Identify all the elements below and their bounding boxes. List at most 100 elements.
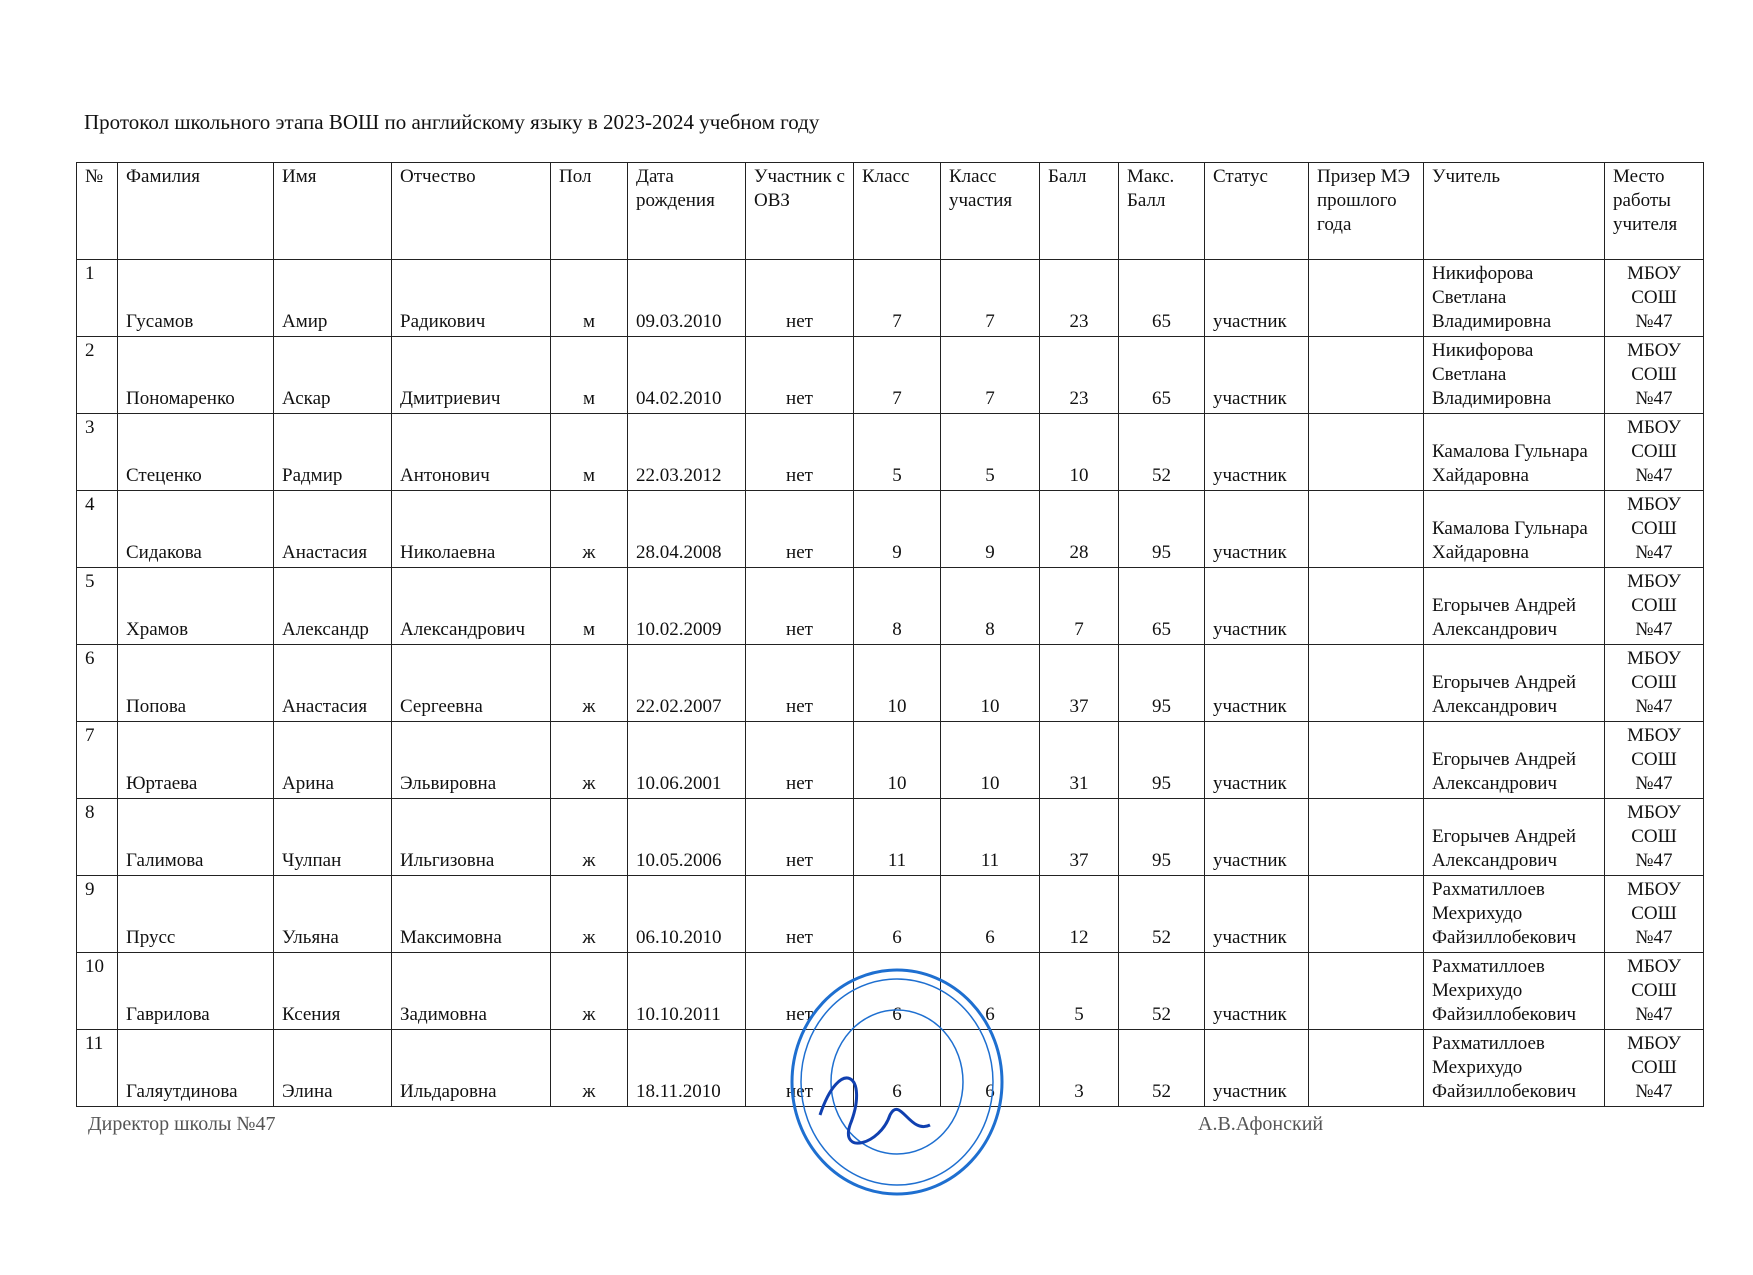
cell-ovz: нет — [745, 875, 854, 953]
cell-sex: ж — [550, 490, 628, 568]
table-row: 9 Прусс Ульяна Максимовна ж 06.10.2010 нет 6 6 12… — [76, 875, 1704, 953]
cell-grade-part: 9 — [940, 490, 1040, 568]
cell-n: 6 — [76, 644, 118, 722]
cell-max: 65 — [1118, 259, 1205, 337]
cell-sex: ж — [550, 952, 628, 1030]
column-header: Место работы учителя — [1604, 162, 1704, 260]
cell-grade-part: 5 — [940, 413, 1040, 491]
cell-dob: 04.02.2010 — [627, 336, 746, 414]
table-row: 7 Юртаева Арина Эльвировна ж 10.06.2001 нет 10 1… — [76, 721, 1704, 799]
cell-n: 4 — [76, 490, 118, 568]
cell-teacher: Рахматиллоев Мехрихудо Файзиллобекович — [1423, 875, 1605, 953]
cell-middle: Дмитриевич — [391, 336, 551, 414]
cell-grade: 10 — [853, 644, 941, 722]
cell-sex: м — [550, 413, 628, 491]
column-header: Отчество — [391, 162, 551, 260]
cell-score: 5 — [1039, 952, 1119, 1030]
cell-teacher: Рахматиллоев Мехрихудо Файзиллобекович — [1423, 952, 1605, 1030]
cell-status: участник — [1204, 413, 1309, 491]
table-row: 6 Попова Анастасия Сергеевна ж 22.02.2007 нет 1… — [76, 644, 1704, 722]
cell-first: Чулпан — [273, 798, 392, 876]
cell-teacher: Егорычев Андрей Александрович — [1423, 644, 1605, 722]
cell-prize — [1308, 644, 1424, 722]
cell-status: участник — [1204, 721, 1309, 799]
cell-first: Арина — [273, 721, 392, 799]
cell-grade-part: 7 — [940, 259, 1040, 337]
cell-n: 9 — [76, 875, 118, 953]
results-table: № Фамилия Имя Отчество Пол Дата рождения Участ… — [76, 162, 1704, 1107]
cell-grade-part: 7 — [940, 336, 1040, 414]
table-row: 1 Гусамов Амир Радикович м 09.03.2010 нет 7 7 23 6… — [76, 259, 1704, 337]
cell-status: участник — [1204, 875, 1309, 953]
cell-status: участник — [1204, 1029, 1309, 1107]
cell-grade-part: 10 — [940, 721, 1040, 799]
cell-grade: 11 — [853, 798, 941, 876]
cell-prize — [1308, 413, 1424, 491]
column-header: Статус — [1204, 162, 1309, 260]
cell-max: 52 — [1118, 1029, 1205, 1107]
cell-prize — [1308, 721, 1424, 799]
column-header: Имя — [273, 162, 392, 260]
cell-grade: 9 — [853, 490, 941, 568]
cell-grade-part: 11 — [940, 798, 1040, 876]
cell-grade: 7 — [853, 259, 941, 337]
cell-n: 5 — [76, 567, 118, 645]
cell-middle: Ильгизовна — [391, 798, 551, 876]
cell-work: МБОУ СОШ №47 — [1604, 644, 1704, 722]
cell-sex: м — [550, 336, 628, 414]
cell-score: 31 — [1039, 721, 1119, 799]
cell-ovz: нет — [745, 336, 854, 414]
cell-max: 65 — [1118, 567, 1205, 645]
cell-status: участник — [1204, 798, 1309, 876]
cell-first: Александр — [273, 567, 392, 645]
cell-middle: Николаевна — [391, 490, 551, 568]
cell-prize — [1308, 952, 1424, 1030]
column-header: № — [76, 162, 118, 260]
cell-middle: Эльвировна — [391, 721, 551, 799]
director-name: А.В.Афонский — [1198, 1113, 1324, 1135]
cell-teacher: Никифорова Светлана Владимировна — [1423, 336, 1605, 414]
cell-n: 10 — [76, 952, 118, 1030]
cell-dob: 22.02.2007 — [627, 644, 746, 722]
cell-grade-part: 10 — [940, 644, 1040, 722]
cell-middle: Радикович — [391, 259, 551, 337]
cell-sex: м — [550, 567, 628, 645]
cell-ovz: нет — [745, 644, 854, 722]
cell-work: МБОУ СОШ №47 — [1604, 952, 1704, 1030]
cell-teacher: Рахматиллоев Мехрихудо Файзиллобекович — [1423, 1029, 1605, 1107]
cell-grade: 10 — [853, 721, 941, 799]
cell-score: 23 — [1039, 259, 1119, 337]
cell-work: МБОУ СОШ №47 — [1604, 413, 1704, 491]
cell-max: 52 — [1118, 875, 1205, 953]
cell-score: 7 — [1039, 567, 1119, 645]
cell-status: участник — [1204, 644, 1309, 722]
cell-score: 23 — [1039, 336, 1119, 414]
column-header: Участник с ОВЗ — [745, 162, 854, 260]
cell-ovz: нет — [745, 798, 854, 876]
cell-grade-part: 6 — [940, 875, 1040, 953]
cell-last: Юртаева — [117, 721, 274, 799]
cell-max: 95 — [1118, 644, 1205, 722]
cell-status: участник — [1204, 259, 1309, 337]
cell-prize — [1308, 875, 1424, 953]
cell-grade-part: 6 — [940, 1029, 1040, 1107]
table-row: 8 Галимова Чулпан Ильгизовна ж 10.05.2006 нет 1… — [76, 798, 1704, 876]
column-header: Класс — [853, 162, 941, 260]
cell-score: 12 — [1039, 875, 1119, 953]
cell-last: Галимова — [117, 798, 274, 876]
column-header: Пол — [550, 162, 628, 260]
cell-n: 11 — [76, 1029, 118, 1107]
column-header: Макс. Балл — [1118, 162, 1205, 260]
cell-status: участник — [1204, 952, 1309, 1030]
cell-work: МБОУ СОШ №47 — [1604, 798, 1704, 876]
cell-work: МБОУ СОШ №47 — [1604, 1029, 1704, 1107]
cell-sex: м — [550, 259, 628, 337]
cell-max: 52 — [1118, 413, 1205, 491]
cell-n: 7 — [76, 721, 118, 799]
cell-prize — [1308, 490, 1424, 568]
cell-score: 3 — [1039, 1029, 1119, 1107]
cell-middle: Максимовна — [391, 875, 551, 953]
cell-n: 2 — [76, 336, 118, 414]
cell-sex: ж — [550, 798, 628, 876]
cell-first: Ксения — [273, 952, 392, 1030]
